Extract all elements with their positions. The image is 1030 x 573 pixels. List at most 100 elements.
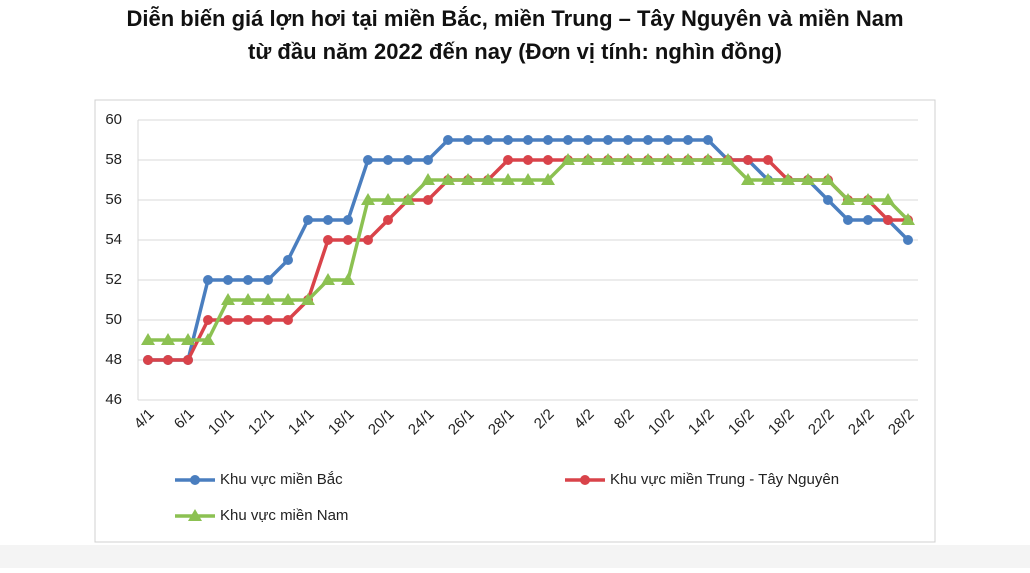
data-point (763, 155, 773, 165)
chart-subtitle: từ đầu năm 2022 đến nay (Đơn vị tính: ng… (248, 39, 782, 64)
data-point (881, 193, 895, 205)
y-tick-label: 58 (105, 151, 122, 168)
data-point (523, 155, 533, 165)
data-point (223, 315, 233, 325)
data-point (521, 173, 535, 185)
data-point (181, 333, 195, 345)
data-point (221, 293, 235, 305)
data-point (383, 155, 393, 165)
data-point (481, 173, 495, 185)
data-point (703, 135, 713, 145)
data-point (523, 135, 533, 145)
data-point (201, 333, 215, 345)
data-point (281, 293, 295, 305)
data-point (841, 193, 855, 205)
data-point (283, 255, 293, 265)
data-point (403, 155, 413, 165)
data-point (901, 213, 915, 225)
data-point (203, 315, 213, 325)
data-point (583, 135, 593, 145)
data-point (361, 193, 375, 205)
data-point (283, 315, 293, 325)
data-point (303, 215, 313, 225)
data-point (401, 193, 415, 205)
data-point (683, 135, 693, 145)
data-point (781, 173, 795, 185)
data-point (421, 173, 435, 185)
y-tick-label: 48 (105, 351, 122, 368)
data-point (183, 355, 193, 365)
legend-label: Khu vực miền Nam (220, 507, 348, 524)
data-point (323, 235, 333, 245)
data-point (543, 155, 553, 165)
data-point (863, 215, 873, 225)
data-point (443, 135, 453, 145)
data-point (681, 153, 695, 165)
data-point (423, 195, 433, 205)
data-point (643, 135, 653, 145)
data-point (383, 215, 393, 225)
data-point (323, 215, 333, 225)
data-point (343, 215, 353, 225)
legend-marker (188, 509, 202, 521)
data-point (381, 193, 395, 205)
data-point (801, 173, 815, 185)
data-point (461, 173, 475, 185)
data-point (203, 275, 213, 285)
data-point (441, 173, 455, 185)
data-point (363, 235, 373, 245)
data-point (821, 173, 835, 185)
legend-label: Khu vực miền Trung - Tây Nguyên (610, 471, 839, 488)
data-point (141, 333, 155, 345)
data-point (263, 315, 273, 325)
data-point (341, 273, 355, 285)
data-point (903, 235, 913, 245)
data-point (623, 135, 633, 145)
data-point (663, 135, 673, 145)
data-point (161, 333, 175, 345)
legend-label: Khu vực miền Bắc (220, 471, 343, 488)
y-tick-label: 60 (105, 111, 122, 128)
data-point (603, 135, 613, 145)
data-point (501, 173, 515, 185)
data-point (261, 293, 275, 305)
data-point (363, 155, 373, 165)
data-point (721, 153, 735, 165)
y-tick-label: 50 (105, 311, 122, 328)
data-point (601, 153, 615, 165)
page-footer (0, 545, 1030, 568)
data-point (621, 153, 635, 165)
legend-marker (190, 475, 200, 485)
data-point (861, 193, 875, 205)
data-point (143, 355, 153, 365)
data-point (561, 153, 575, 165)
data-point (661, 153, 675, 165)
data-point (223, 275, 233, 285)
data-point (343, 235, 353, 245)
data-point (701, 153, 715, 165)
y-tick-label: 56 (105, 191, 122, 208)
data-point (641, 153, 655, 165)
data-point (843, 215, 853, 225)
data-point (423, 155, 433, 165)
chart-title: Diễn biến giá lợn hơi tại miền Bắc, miền… (126, 6, 903, 31)
data-point (883, 215, 893, 225)
y-tick-label: 52 (105, 271, 122, 288)
data-point (543, 135, 553, 145)
data-point (741, 173, 755, 185)
data-point (581, 153, 595, 165)
data-point (503, 155, 513, 165)
y-tick-label: 46 (105, 391, 122, 408)
data-point (243, 315, 253, 325)
data-point (743, 155, 753, 165)
data-point (541, 173, 555, 185)
data-point (263, 275, 273, 285)
data-point (301, 293, 315, 305)
data-point (483, 135, 493, 145)
data-point (463, 135, 473, 145)
data-point (321, 273, 335, 285)
data-point (243, 275, 253, 285)
data-point (163, 355, 173, 365)
data-point (823, 195, 833, 205)
